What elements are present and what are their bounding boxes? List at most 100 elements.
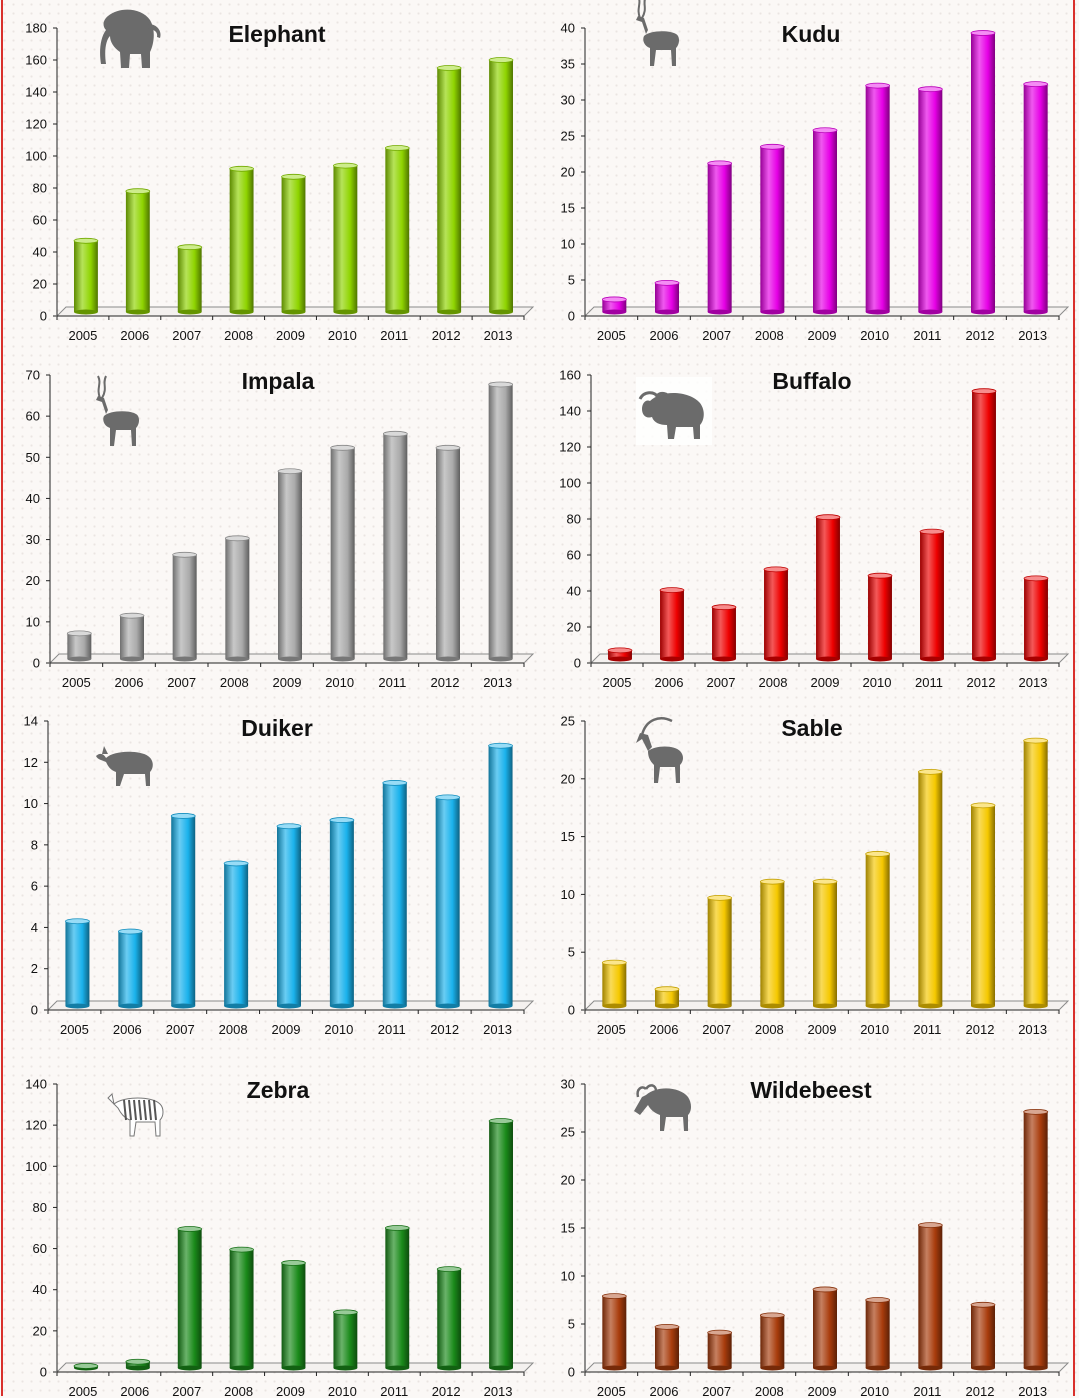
bar (607, 647, 633, 662)
x-tick-label: 2012 (966, 328, 995, 343)
x-tick-label: 2007 (166, 1022, 195, 1037)
x-tick-label: 2005 (597, 1384, 626, 1398)
bar (488, 742, 513, 1009)
bar (382, 430, 408, 662)
bar (970, 30, 996, 315)
kudu-icon (636, 0, 679, 66)
x-tick-label: 2010 (860, 1022, 889, 1037)
y-tick-label: 70 (26, 368, 40, 383)
chart-title: Wildebeest (750, 1077, 872, 1103)
x-tick-label: 2008 (224, 328, 253, 343)
bar (229, 165, 254, 315)
y-tick-label: 10 (561, 237, 575, 252)
chart-title: Zebra (247, 1077, 310, 1103)
x-tick-label: 2013 (1018, 1022, 1047, 1037)
y-tick-label: 30 (561, 1077, 575, 1092)
bar (224, 535, 250, 662)
bar (1023, 81, 1049, 315)
y-tick-label: 40 (567, 584, 581, 599)
bar (601, 1293, 627, 1371)
bar (865, 82, 891, 315)
buffalo-icon (636, 377, 712, 445)
x-tick-label: 2011 (913, 328, 941, 343)
y-tick-label: 15 (561, 829, 575, 844)
x-tick-label: 2009 (808, 1022, 837, 1037)
x-tick-label: 2005 (603, 675, 632, 690)
y-tick-label: 10 (24, 796, 38, 811)
y-tick-label: 20 (26, 573, 40, 588)
bar (970, 1301, 996, 1371)
bar (659, 587, 685, 662)
x-tick-label: 2008 (219, 1022, 248, 1037)
bar (654, 986, 680, 1009)
y-tick-label: 25 (561, 714, 575, 729)
y-tick-label: 15 (561, 201, 575, 216)
x-tick-label: 2012 (967, 675, 996, 690)
y-tick-label: 60 (567, 548, 581, 563)
x-tick-label: 2006 (120, 328, 149, 343)
y-tick-label: 60 (33, 1241, 47, 1256)
duiker-icon (96, 746, 153, 786)
bar (281, 1260, 306, 1371)
y-tick-label: 6 (31, 879, 38, 894)
sable-icon (636, 717, 683, 783)
y-tick-label: 140 (559, 404, 581, 419)
bar (707, 160, 733, 315)
bar (329, 817, 355, 1009)
bar (384, 1225, 410, 1371)
x-tick-label: 2006 (650, 1384, 679, 1398)
y-tick-label: 10 (561, 1269, 575, 1284)
y-tick-label: 0 (33, 656, 40, 671)
x-tick-label: 2011 (913, 1022, 941, 1037)
y-tick-label: 60 (33, 213, 47, 228)
y-tick-label: 80 (33, 1200, 47, 1215)
y-tick-label: 0 (40, 1365, 47, 1380)
bar (707, 894, 733, 1009)
x-tick-label: 2006 (120, 1384, 149, 1398)
x-tick-label: 2005 (62, 675, 91, 690)
y-tick-label: 15 (561, 1221, 575, 1236)
bar (812, 127, 838, 315)
x-tick-label: 2005 (597, 328, 626, 343)
x-tick-label: 2007 (167, 675, 196, 690)
y-tick-label: 120 (25, 1118, 47, 1133)
x-tick-label: 2008 (755, 1022, 784, 1037)
bar (917, 1222, 943, 1371)
bar (125, 188, 151, 315)
y-tick-label: 160 (559, 368, 581, 383)
y-tick-label: 0 (568, 1365, 575, 1380)
y-tick-label: 8 (31, 837, 38, 852)
y-tick-label: 20 (561, 1173, 575, 1188)
y-tick-label: 4 (31, 920, 38, 935)
y-tick-label: 40 (33, 245, 47, 260)
bar (601, 296, 627, 315)
bar (125, 1358, 151, 1371)
x-tick-label: 2010 (325, 675, 354, 690)
y-tick-label: 20 (561, 771, 575, 786)
bar (229, 1246, 254, 1371)
bar (917, 768, 943, 1009)
x-tick-label: 2007 (707, 675, 736, 690)
x-tick-label: 2010 (860, 1384, 889, 1398)
y-tick-label: 120 (25, 117, 47, 132)
bar (488, 1118, 514, 1371)
bar (759, 143, 785, 315)
bar (333, 1309, 358, 1371)
x-tick-label: 2009 (276, 328, 305, 343)
y-tick-label: 10 (26, 614, 40, 629)
bar (865, 851, 891, 1009)
x-tick-label: 2011 (378, 1022, 406, 1037)
x-tick-label: 2011 (913, 1384, 941, 1398)
x-tick-label: 2006 (655, 675, 684, 690)
y-tick-label: 80 (567, 512, 581, 527)
bar (488, 381, 514, 662)
y-tick-label: 25 (561, 1125, 575, 1140)
y-tick-label: 160 (25, 53, 47, 68)
